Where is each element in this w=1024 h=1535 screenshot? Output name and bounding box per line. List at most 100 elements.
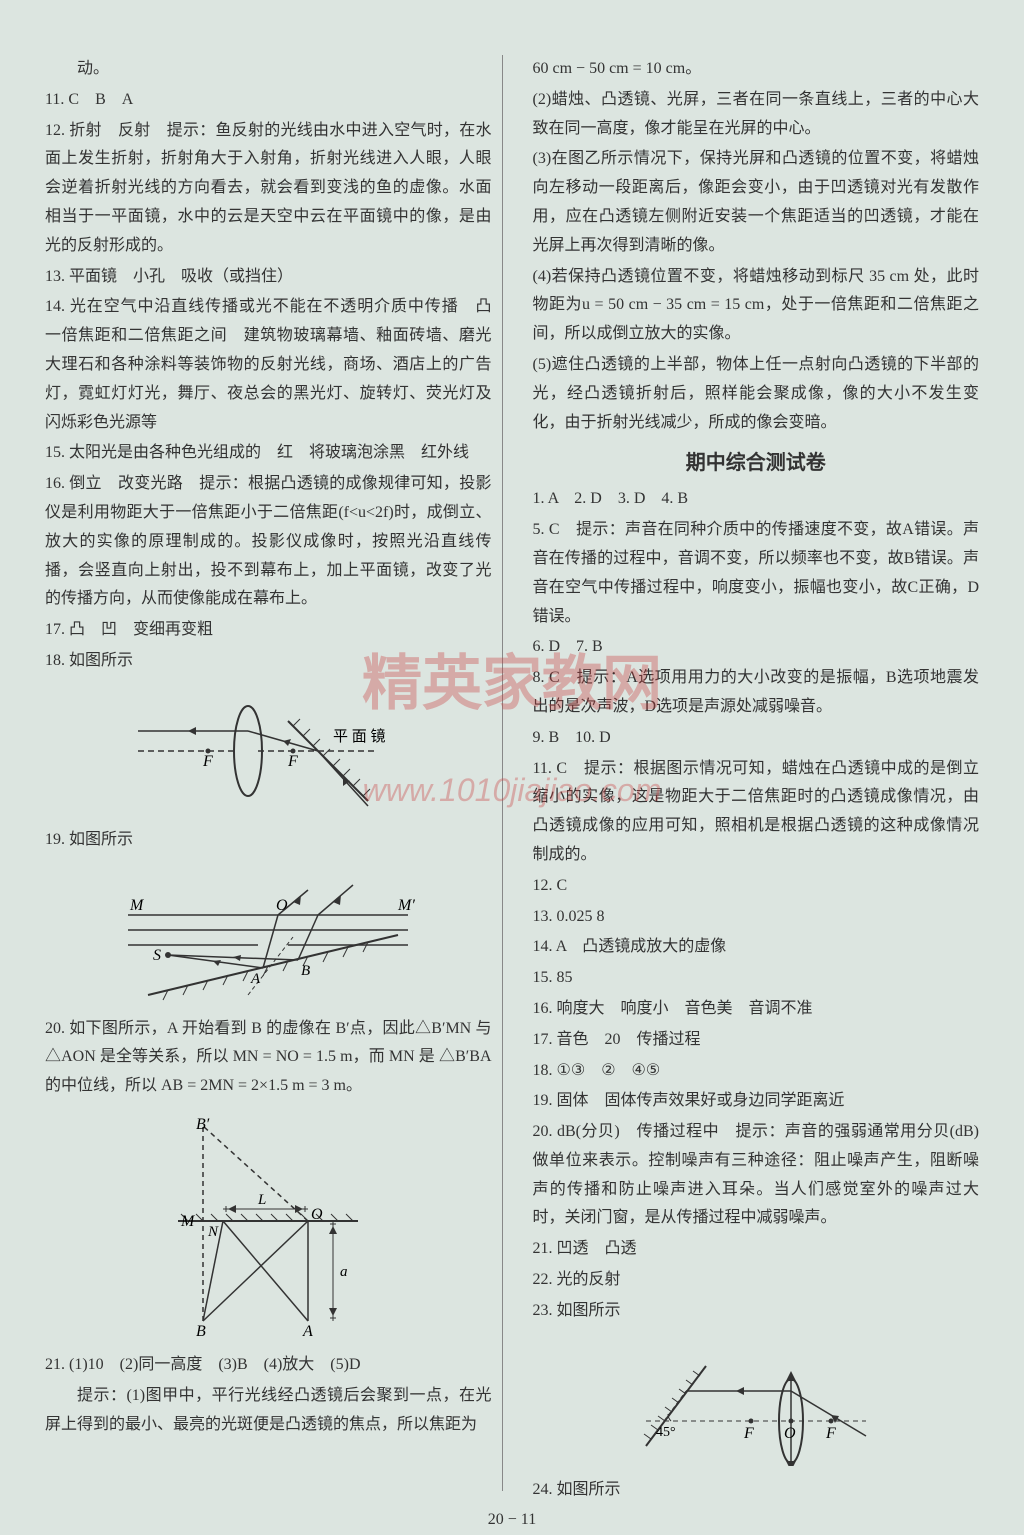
svg-text:A: A	[302, 1323, 313, 1340]
item-text: dB(分贝) 传播过程中 提示：声音的强弱通常用分贝(dB)做单位来表示。控制噪…	[533, 1123, 980, 1226]
svg-text:L: L	[257, 1192, 266, 1208]
item-text: 如图所示	[557, 1481, 621, 1498]
text-item: 18. 如图所示	[45, 647, 492, 676]
text-item: 15. 85	[533, 964, 980, 993]
item-text: C	[557, 877, 568, 894]
text-item: 动。	[45, 55, 492, 84]
item-text: 如图所示	[69, 831, 133, 848]
svg-text:M′: M′	[397, 897, 415, 914]
text-item: 23. 如图所示	[533, 1297, 980, 1326]
text-item: 21. 凹透 凸透	[533, 1235, 980, 1264]
item-text: 60 cm − 50 cm = 10 cm。	[533, 60, 702, 77]
text-item: (4)若保持凸透镜位置不变，将蜡烛移动到标尺 35 cm 处，此时物距为u = …	[533, 263, 980, 349]
text-item: 15. 太阳光是由各种色光组成的 红 将玻璃泡涂黑 红外线	[45, 439, 492, 468]
item-text: 如图所示	[557, 1302, 621, 1319]
svg-text:O: O	[311, 1206, 323, 1223]
item-text: A 凸透镜成放大的虚像	[556, 938, 727, 955]
item-text: 如下图所示，A 开始看到 B 的虚像在 B′点，因此△B′MN 与 △AON 是…	[45, 1020, 492, 1095]
label-F1: F	[202, 753, 213, 770]
label-mirror: 平 面 镜	[333, 727, 386, 745]
item-num: 14.	[45, 298, 65, 315]
text-item: 24. 如图所示	[533, 1476, 980, 1505]
item-num: 14.	[533, 938, 553, 955]
item-text: 平面镜 小孔 吸收（或挡住）	[69, 268, 293, 285]
text-item: 提示：(1)图甲中，平行光线经凸透镜后会聚到一点，在光屏上得到的最小、最亮的光斑…	[45, 1382, 492, 1440]
left-column: 动。 11. C B A 12. 折射 反射 提示：鱼反射的光线由水中进入空气时…	[45, 55, 503, 1491]
item-text: 如图所示	[69, 652, 133, 669]
item-num: 8.	[533, 669, 545, 686]
page-number: 20 − 11	[45, 1506, 979, 1535]
text-item: 9. B 10. D	[533, 724, 980, 753]
svg-text:B: B	[196, 1323, 206, 1340]
item-text: (3)在图乙所示情况下，保持光屏和凸透镜的位置不变，将蜡烛向左移动一段距离后，像…	[533, 150, 980, 253]
item-num: 13.	[45, 268, 65, 285]
item-num: 9.	[533, 729, 545, 746]
item-text: 0.025 8	[557, 908, 605, 925]
item-text: B 10. D	[549, 729, 611, 746]
item-num: 17.	[533, 1031, 553, 1048]
section-title: 期中综合测试卷	[533, 445, 980, 481]
item-num: 18.	[533, 1062, 553, 1079]
item-text: 动。	[77, 60, 109, 77]
text-item: (5)遮住凸透镜的上半部，物体上任一点射向凸透镜的下半部的光，经凸透镜折射后，照…	[533, 351, 980, 437]
item-num: 11.	[45, 91, 64, 108]
item-text: 固体 固体传声效果好或身边同学距离近	[557, 1092, 845, 1109]
item-num: 5.	[533, 521, 545, 538]
item-text: 响度大 响度小 音色美 音调不准	[557, 1000, 813, 1017]
svg-text:O: O	[784, 1425, 796, 1442]
text-item: (3)在图乙所示情况下，保持光屏和凸透镜的位置不变，将蜡烛向左移动一段距离后，像…	[533, 145, 980, 260]
item-text: 音色 20 传播过程	[557, 1031, 701, 1048]
item-num: 21.	[533, 1240, 553, 1257]
svg-text:N: N	[207, 1224, 219, 1240]
svg-text:S: S	[153, 947, 161, 964]
svg-text:B′: B′	[196, 1116, 210, 1133]
item-num: 18.	[45, 652, 65, 669]
content-columns: 动。 11. C B A 12. 折射 反射 提示：鱼反射的光线由水中进入空气时…	[45, 55, 979, 1491]
text-item: 6. D 7. B	[533, 633, 980, 662]
text-item: 12. C	[533, 872, 980, 901]
text-item: 12. 折射 反射 提示：鱼反射的光线由水中进入空气时，在水面上发生折射，折射角…	[45, 117, 492, 261]
item-text: 凸 凹 变细再变粗	[69, 621, 213, 638]
item-num: 6.	[533, 638, 545, 655]
item-num: 19.	[45, 831, 65, 848]
text-item: 16. 倒立 改变光路 提示：根据凸透镜的成像规律可知，投影仪是利用物距大于一倍…	[45, 470, 492, 614]
item-text: (5)遮住凸透镜的上半部，物体上任一点射向凸透镜的下半部的光，经凸透镜折射后，照…	[533, 356, 980, 431]
item-text: (1)10 (2)同一高度 (3)B (4)放大 (5)D	[69, 1356, 361, 1373]
text-item: 14. 光在空气中沿直线传播或光不能在不透明介质中传播 凸 一倍焦距和二倍焦距之…	[45, 293, 492, 437]
item-text: 光在空气中沿直线传播或光不能在不透明介质中传播 凸 一倍焦距和二倍焦距之间 建筑…	[45, 298, 508, 430]
diagram-19: S M M′ O A B	[45, 865, 492, 1005]
svg-text:F: F	[825, 1425, 836, 1442]
svg-text:B: B	[301, 963, 310, 979]
text-item: 60 cm − 50 cm = 10 cm。	[533, 55, 980, 84]
item-text: (4)若保持凸透镜位置不变，将蜡烛移动到标尺 35 cm 处，此时物距为u = …	[533, 268, 980, 343]
item-text: 提示：(1)图甲中，平行光线经凸透镜后会聚到一点，在光屏上得到的最小、最亮的光斑…	[45, 1387, 492, 1433]
item-num: 21.	[45, 1356, 65, 1373]
text-item: 21. (1)10 (2)同一高度 (3)B (4)放大 (5)D	[45, 1351, 492, 1380]
svg-text:45°: 45°	[656, 1425, 676, 1440]
text-item: 22. 光的反射	[533, 1266, 980, 1295]
right-column: 60 cm − 50 cm = 10 cm。 (2)蜡烛、凸透镜、光屏，三者在同…	[523, 55, 980, 1491]
item-num: 22.	[533, 1271, 553, 1288]
item-text: C B A	[68, 91, 133, 108]
svg-text:M: M	[129, 897, 145, 914]
item-num: 15.	[45, 444, 65, 461]
svg-text:F: F	[743, 1425, 754, 1442]
item-text: 折射 反射 提示：鱼反射的光线由水中进入空气时，在水面上发生折射，折射角大于入射…	[45, 122, 492, 254]
item-num: 20.	[45, 1020, 65, 1037]
svg-text:A: A	[250, 971, 261, 987]
text-item: 11. C B A	[45, 86, 492, 115]
item-num: 19.	[533, 1092, 553, 1109]
item-text: 光的反射	[557, 1271, 621, 1288]
item-num: 1.	[533, 490, 545, 507]
item-num: 16.	[533, 1000, 553, 1017]
label-F2: F	[287, 753, 298, 770]
item-text: 凹透 凸透	[557, 1240, 637, 1257]
text-item: 1. A 2. D 3. D 4. B	[533, 485, 980, 514]
item-text: C 提示：A选项用用力的大小改变的是振幅，B选项地震发出的是次声波，D选项是声源…	[533, 669, 980, 715]
item-num: 13.	[533, 908, 553, 925]
text-item: 17. 凸 凹 变细再变粗	[45, 616, 492, 645]
text-item: 16. 响度大 响度小 音色美 音调不准	[533, 995, 980, 1024]
text-item: 5. C 提示：声音在同种介质中的传播速度不变，故A错误。声音在传播的过程中，音…	[533, 516, 980, 631]
item-num: 17.	[45, 621, 65, 638]
item-text: A 2. D 3. D 4. B	[548, 490, 688, 507]
